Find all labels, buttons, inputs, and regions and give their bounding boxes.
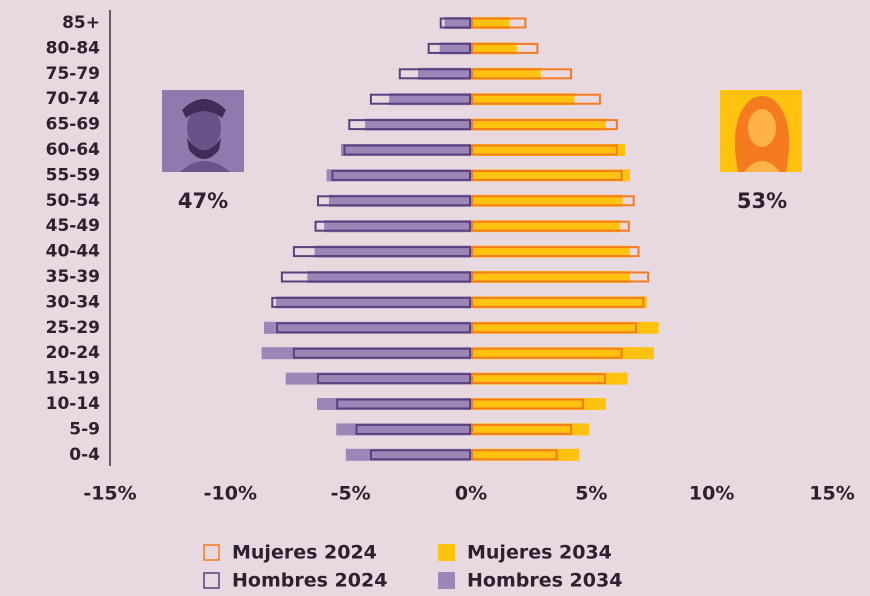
legend-label: Mujeres 2034 [467, 542, 612, 564]
legend-swatch [204, 573, 219, 588]
x-tick-label: 15% [809, 483, 854, 505]
x-tick-label: 10% [689, 483, 734, 505]
x-tick-label: 5% [575, 483, 607, 505]
category-label: 20-24 [46, 343, 101, 363]
female-portrait [720, 90, 802, 172]
legend-swatch [204, 545, 219, 560]
category-label: 35-39 [46, 267, 100, 287]
category-label: 45-49 [46, 216, 100, 236]
category-label: 5-9 [69, 419, 100, 439]
chart: 47% 53% 85+ 80-84 75-79 70-74 65-69 60-64 55-5… [0, 0, 870, 596]
category-label: 60-64 [46, 140, 101, 160]
category-label: 25-29 [46, 318, 100, 338]
annotation: 53% [737, 189, 787, 213]
legend-label: Hombres 2034 [467, 570, 622, 592]
category-label: 0-4 [69, 445, 100, 465]
x-tick-label: -15% [83, 483, 136, 505]
legend-label: Hombres 2024 [232, 570, 387, 592]
category-label: 75-79 [46, 64, 100, 84]
x-tick-label: -10% [204, 483, 257, 505]
category-label: 55-59 [46, 165, 100, 185]
legend-label: Mujeres 2024 [232, 542, 377, 564]
category-label: 50-54 [46, 191, 101, 211]
category-label: 10-14 [46, 394, 101, 414]
category-label: 40-44 [46, 242, 101, 262]
x-tick-label: 0% [455, 483, 487, 505]
annotation: 47% [178, 189, 228, 213]
x-tick-label: -5% [331, 483, 371, 505]
category-label: 30-34 [46, 292, 101, 312]
legend-swatch [438, 572, 455, 589]
category-label: 85+ [62, 13, 100, 33]
category-label: 65-69 [46, 115, 100, 135]
category-label: 15-19 [46, 369, 100, 389]
category-label: 70-74 [46, 89, 101, 109]
page: {"chart_data": { "type": "pyramid", "cat… [0, 0, 870, 596]
male-portrait [162, 90, 244, 172]
legend-swatch [438, 544, 455, 561]
category-label: 80-84 [46, 38, 101, 58]
